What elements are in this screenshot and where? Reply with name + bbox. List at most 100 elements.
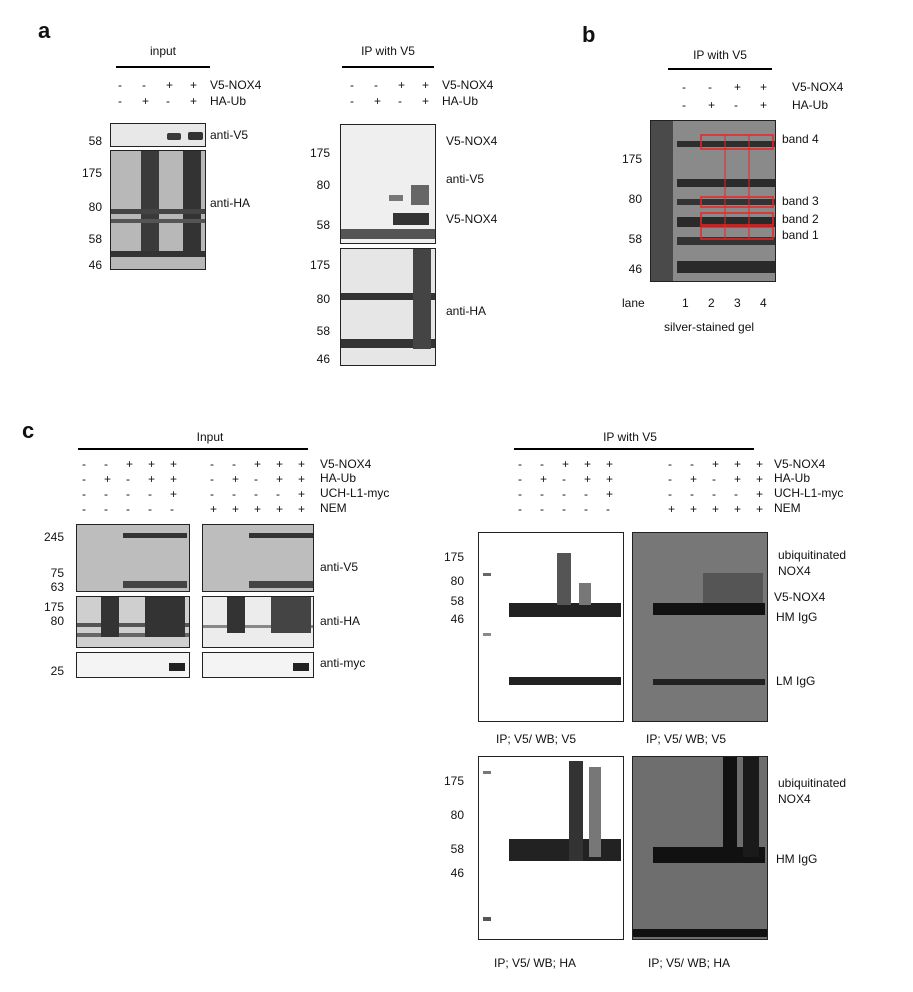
panel-a-input-v5-label: anti-V5 xyxy=(210,128,249,142)
sign-minus: - xyxy=(606,502,610,516)
nox4-label-bottom: NOX4 xyxy=(778,792,811,806)
panel-c-input-row2: HA-Ub xyxy=(320,471,357,485)
sign-plus: + xyxy=(298,502,306,516)
marker-80: 80 xyxy=(628,192,642,206)
panel-a-input-row2-label: HA-Ub xyxy=(210,94,247,108)
panel-b-row2-label: HA-Ub xyxy=(792,98,829,112)
sign-minus: - xyxy=(562,472,566,486)
marker-58: 58 xyxy=(88,232,102,246)
sign-plus: + xyxy=(756,502,764,516)
panel-c-ip-row1: V5-NOX4 xyxy=(774,457,826,471)
sign-minus: - xyxy=(682,98,686,112)
sign-minus: - xyxy=(170,502,174,516)
sign-plus: + xyxy=(374,94,382,108)
lane-label: lane xyxy=(622,296,645,310)
panel-c-input-row1: V5-NOX4 xyxy=(320,457,372,471)
panel-a-letter: a xyxy=(38,18,51,43)
panel-c-ip-top-right-blot xyxy=(632,532,768,722)
sign-plus: + xyxy=(104,472,112,486)
sign-minus: - xyxy=(690,487,694,501)
sign-plus: + xyxy=(668,502,676,516)
sign-minus: - xyxy=(682,80,686,94)
marker-46: 46 xyxy=(316,352,330,366)
sign-minus: - xyxy=(518,502,522,516)
nox4-label-top: NOX4 xyxy=(778,564,811,578)
lm-igg-label: LM IgG xyxy=(776,674,816,688)
panel-c-input-row3: UCH-L1-myc xyxy=(320,486,390,500)
panel-c-input-v5-blot-right xyxy=(202,524,314,592)
sign-plus: + xyxy=(584,457,592,471)
marker-80: 80 xyxy=(316,178,330,192)
sign-plus: + xyxy=(712,457,720,471)
marker-46: 46 xyxy=(450,866,464,880)
sign-minus: - xyxy=(690,457,694,471)
caption-ip-v5-wb-v5-right: IP; V5/ WB; V5 xyxy=(646,732,727,746)
sign-minus: - xyxy=(584,502,588,516)
panel-b-letter: b xyxy=(582,22,596,47)
sign-minus: - xyxy=(518,487,522,501)
marker-46: 46 xyxy=(88,258,102,272)
panel-c-ip-row3: UCH-L1-myc xyxy=(774,486,844,500)
sign-plus: + xyxy=(254,502,262,516)
marker-80: 80 xyxy=(316,292,330,306)
ubiquitinated-label-bottom: ubiquitinated xyxy=(778,776,847,790)
sign-plus: + xyxy=(148,472,156,486)
marker-245: 245 xyxy=(43,530,64,544)
panel-c-input-myc-label: anti-myc xyxy=(320,656,366,670)
sign-plus: + xyxy=(562,457,570,471)
caption-ip-v5-wb-ha-left: IP; V5/ WB; HA xyxy=(494,956,577,970)
panel-a-ip-v5-blot xyxy=(340,124,436,244)
sign-minus: - xyxy=(708,80,712,94)
panel-a-input-row1-label: V5-NOX4 xyxy=(210,78,262,92)
panel-a-ip-line xyxy=(342,66,434,68)
sign-minus: - xyxy=(82,472,86,486)
marker-58: 58 xyxy=(316,324,330,338)
panel-b-line xyxy=(668,68,772,70)
marker-175: 175 xyxy=(81,166,102,180)
sign-plus: + xyxy=(756,457,764,471)
sign-minus: - xyxy=(148,502,152,516)
sign-minus: - xyxy=(82,487,86,501)
marker-46: 46 xyxy=(450,612,464,626)
sign-minus: - xyxy=(126,502,130,516)
sign-plus: + xyxy=(734,457,742,471)
marker-175: 175 xyxy=(309,146,330,160)
panel-c-input-ha-blot-right xyxy=(202,596,314,648)
panel-b-caption: silver-stained gel xyxy=(664,320,755,334)
panel-c-ip-row2: HA-Ub xyxy=(774,471,811,485)
sign-minus: - xyxy=(142,78,146,92)
sign-plus: + xyxy=(606,457,614,471)
sign-plus: + xyxy=(298,472,306,486)
panel-c-input-ha-blot-left xyxy=(76,596,190,648)
sign-minus: - xyxy=(126,487,130,501)
sign-plus: + xyxy=(712,502,720,516)
sign-plus: + xyxy=(734,502,742,516)
sign-plus: + xyxy=(170,472,178,486)
panel-c-ip-row4: NEM xyxy=(774,501,801,515)
panel-a-input-line xyxy=(116,66,210,68)
sign-minus: - xyxy=(104,487,108,501)
sign-minus: - xyxy=(148,487,152,501)
sign-minus: - xyxy=(232,457,236,471)
sign-minus: - xyxy=(398,94,402,108)
sign-minus: - xyxy=(104,457,108,471)
sign-plus: + xyxy=(422,94,430,108)
sign-minus: - xyxy=(118,94,122,108)
sign-plus: + xyxy=(298,487,306,501)
sign-plus: + xyxy=(254,457,262,471)
sign-plus: + xyxy=(756,472,764,486)
sign-plus: + xyxy=(708,98,716,112)
sign-minus: - xyxy=(518,472,522,486)
sign-minus: - xyxy=(254,487,258,501)
sign-minus: - xyxy=(82,502,86,516)
sign-plus: + xyxy=(210,502,218,516)
caption-ip-v5-wb-ha-right: IP; V5/ WB; HA xyxy=(648,956,731,970)
sign-plus: + xyxy=(170,457,178,471)
panel-c-input-line xyxy=(78,448,308,450)
sign-plus: + xyxy=(276,457,284,471)
sign-plus: + xyxy=(584,472,592,486)
panel-c-ip-line xyxy=(514,448,754,450)
panel-a-ip-ha-label: anti-HA xyxy=(446,304,487,318)
sign-plus: + xyxy=(734,80,742,94)
panel-a-input-v5-blot xyxy=(110,123,206,147)
